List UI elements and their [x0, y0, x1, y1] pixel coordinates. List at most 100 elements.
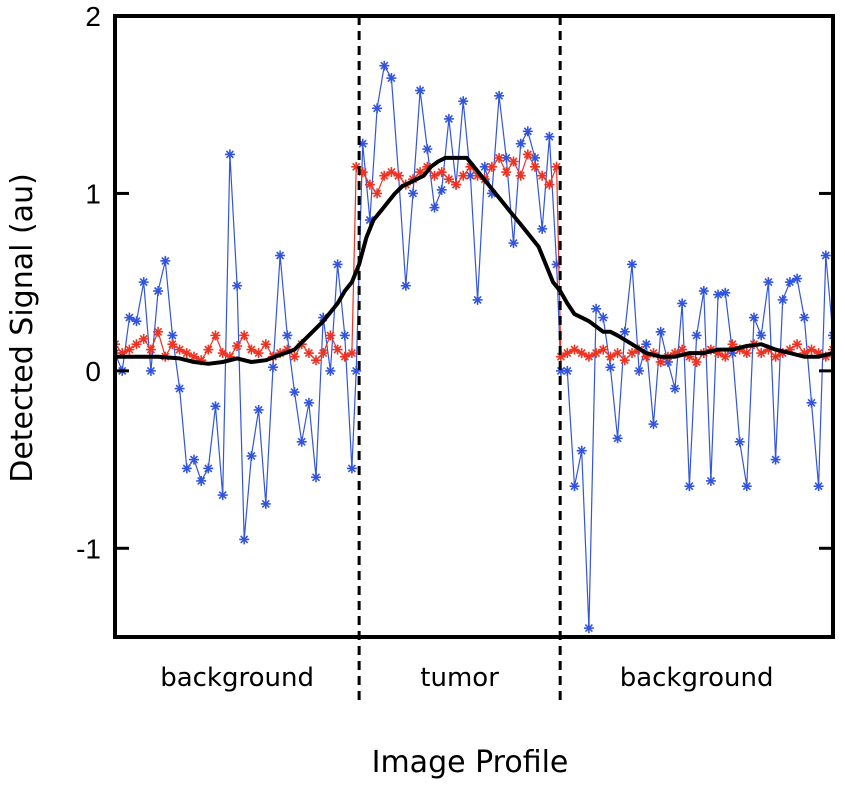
red-series-point [619, 355, 630, 366]
red-series-point [311, 355, 321, 366]
red-series-point [741, 348, 752, 359]
red-series-point [386, 167, 397, 178]
blue-series-point [698, 286, 709, 296]
blue-series-point [289, 387, 300, 398]
blue-series-point [339, 330, 350, 341]
red-series-point [181, 348, 192, 359]
blue-series-point [494, 90, 505, 101]
red-series-point [486, 161, 497, 172]
red-series-point [605, 351, 616, 362]
blue-series-point [372, 103, 383, 114]
blue-series-point [777, 294, 788, 305]
blue-series-point [749, 312, 759, 323]
blue-series-point [583, 623, 594, 634]
red-series-point [756, 348, 767, 359]
blue-series-point [379, 60, 390, 71]
blue-series-point [508, 238, 519, 249]
red-series-point [138, 333, 149, 344]
blue-series-point [124, 312, 135, 323]
red-series-point [346, 348, 357, 359]
red-series-point [364, 179, 375, 190]
blue-series-point [605, 362, 616, 373]
red-series-point [260, 339, 271, 350]
red-series-point [232, 341, 243, 351]
red-series-point [677, 344, 688, 355]
y-tick-label: 1 [85, 178, 101, 209]
red-series-point [332, 344, 343, 355]
blue-series-line [115, 65, 833, 629]
blue-series-point [576, 445, 587, 456]
red-series-point [720, 351, 731, 362]
region-label: background [620, 663, 774, 693]
blue-series-point [741, 481, 752, 492]
blue-series-point [303, 397, 314, 408]
blue-series-point [544, 131, 555, 142]
blue-series-point [522, 126, 533, 137]
blue-series-point [181, 463, 192, 474]
blue-series-point [806, 397, 817, 408]
red-series-point [501, 167, 512, 178]
blue-series-point [153, 286, 164, 296]
red-series-point [203, 344, 214, 355]
x-axis-title: Image Profile [372, 745, 569, 780]
blue-series-point [422, 144, 433, 155]
y-tick-label: 0 [85, 356, 101, 387]
plot-frame [113, 14, 835, 639]
blue-series-point [260, 498, 271, 509]
blue-series-point [429, 202, 440, 213]
blue-series-point [203, 463, 214, 474]
red-series-point [339, 351, 350, 362]
red-series-point [246, 344, 257, 355]
y-tick-label: -1 [76, 533, 101, 564]
blue-series-point [569, 481, 580, 492]
blue-series-point [734, 436, 745, 447]
region-label: background [160, 663, 314, 693]
blue-series-point [311, 472, 321, 483]
red-series-point [443, 174, 454, 185]
blue-series-point [386, 73, 397, 84]
red-series-line [115, 153, 833, 363]
red-series-point [770, 351, 781, 362]
blue-series-point [268, 362, 278, 373]
black-series [115, 155, 833, 366]
blue-series-point [684, 481, 695, 492]
red-series-point [792, 339, 803, 350]
red-series-point [537, 170, 548, 181]
blue-series-point [189, 454, 199, 465]
blue-series-point [537, 223, 548, 234]
blue-series-point [246, 451, 257, 461]
red-series-point [691, 357, 702, 367]
red-series-point [508, 156, 519, 167]
red-series-point [303, 348, 314, 359]
blue-series-point [224, 149, 235, 160]
red-series-point [627, 348, 637, 359]
blue-series-point [813, 481, 824, 492]
red-series-point [727, 339, 738, 350]
blue-series-point [792, 273, 803, 284]
blue-series-point [232, 280, 243, 291]
blue-series-point [210, 401, 221, 412]
red-series-point [217, 348, 228, 359]
red-series-point [239, 330, 250, 341]
blue-series-point [131, 316, 142, 327]
red-series-point [583, 351, 594, 362]
blue-series-point [145, 365, 156, 376]
region-boundaries [357, 16, 562, 702]
blue-series-point [655, 326, 666, 337]
blue-series-point [612, 433, 623, 444]
red-series-point [393, 170, 404, 181]
blue-series-point [530, 152, 540, 163]
blue-series-point [436, 184, 447, 195]
series-group [115, 60, 833, 634]
blue-series-point [296, 436, 307, 447]
red-series-point [576, 348, 587, 359]
blue-series-point [591, 303, 602, 314]
blue-series-point [619, 326, 630, 337]
blue-series-point [408, 188, 418, 199]
blue-series-point [799, 312, 810, 323]
blue-series-point [332, 259, 343, 270]
red-series-point [429, 170, 440, 181]
red-series-point [451, 179, 462, 190]
red-series-point [379, 170, 390, 181]
